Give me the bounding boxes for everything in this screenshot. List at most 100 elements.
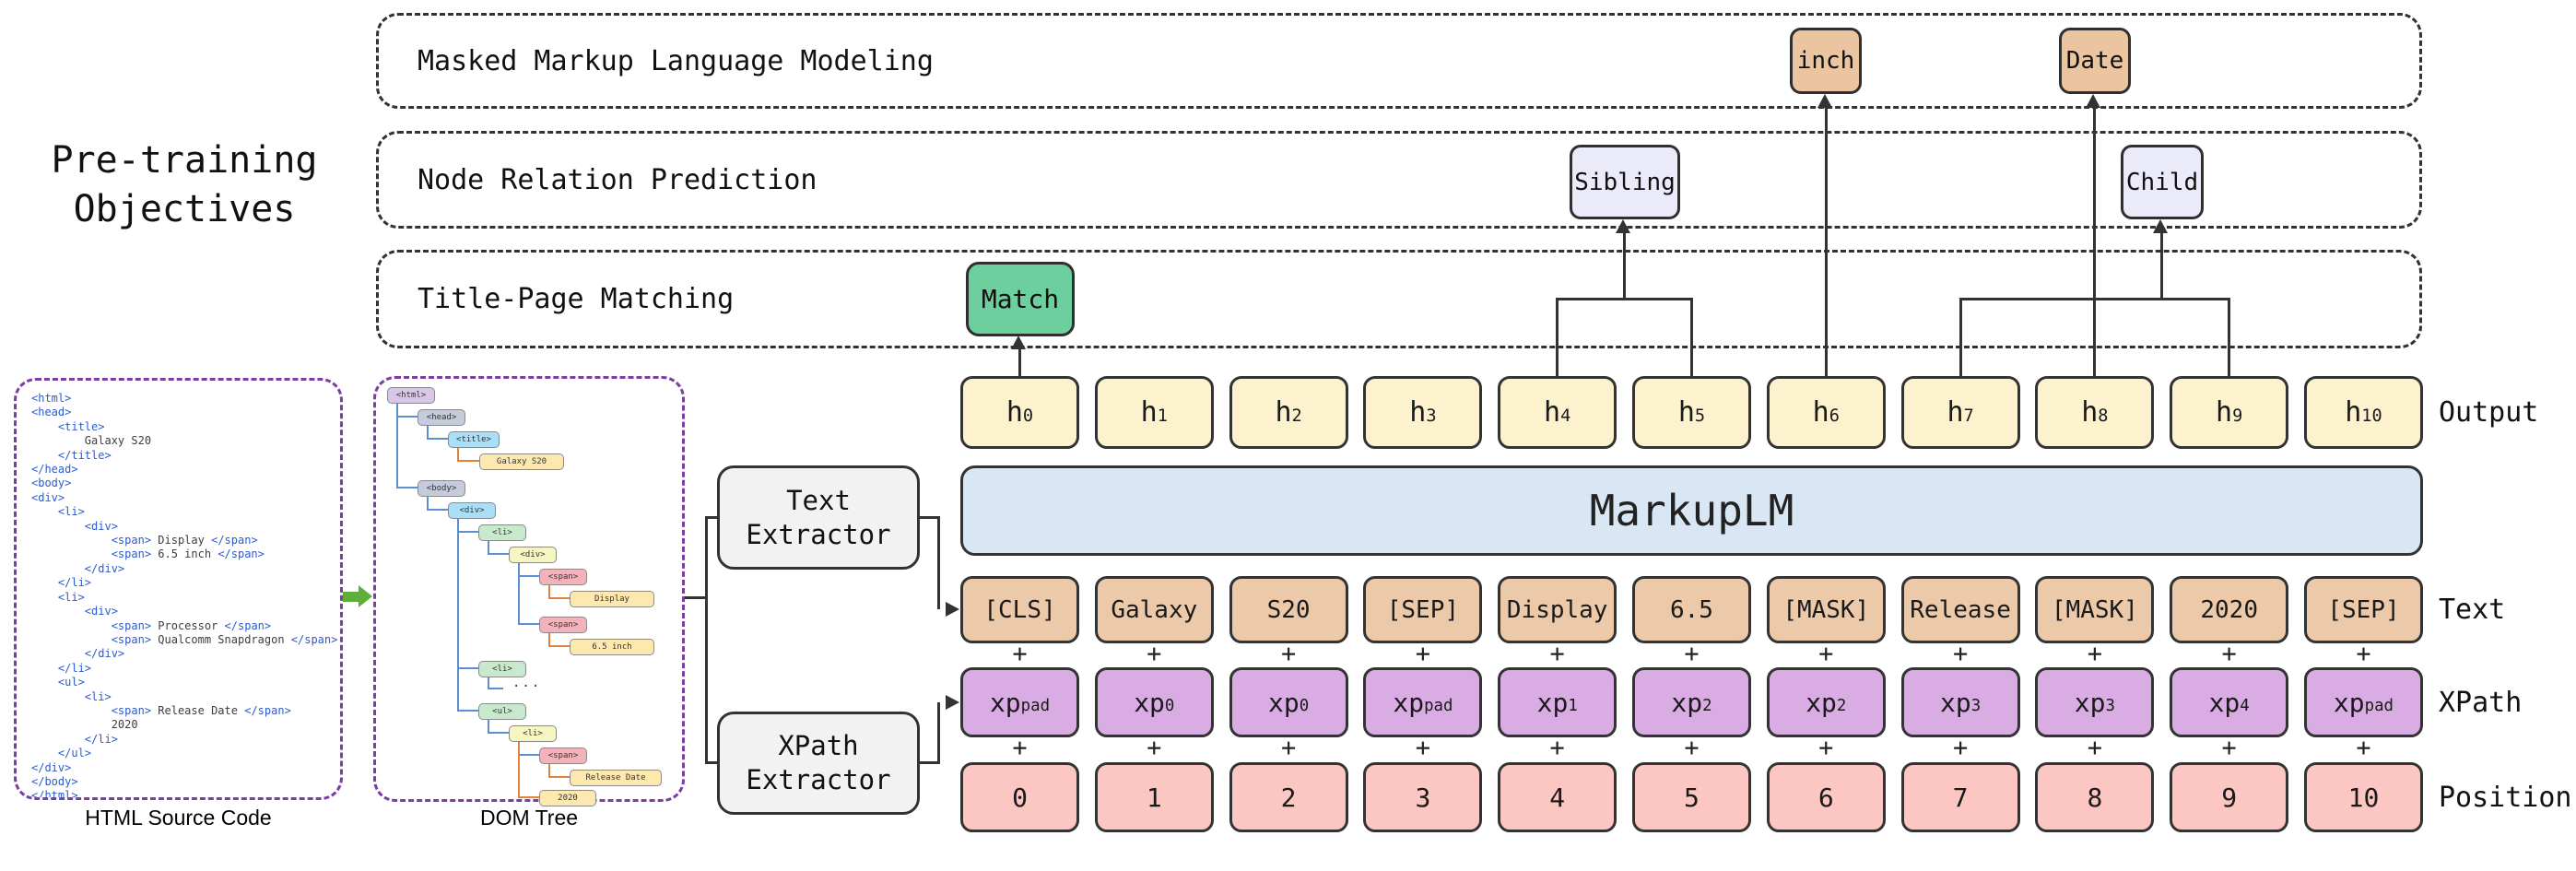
code-line-18: </div> (84, 647, 125, 661)
tree-connector-1 (427, 426, 448, 440)
dom-tree-box: <html> <head> <title> Galaxy S20 <body> <div>… (373, 376, 685, 806)
tree-connector-3 (396, 404, 418, 488)
objective-box-masked-markup-language-modeling: Masked Markup Language Modeling (376, 13, 2422, 109)
xpath-cell-0: xp pad (960, 667, 1079, 737)
connector-text-extractor-down (937, 516, 940, 609)
markuplm-model-bar: MarkupLM (960, 465, 2423, 556)
code-line-19: </li> (57, 661, 92, 675)
plus-sign: + (1818, 734, 1834, 762)
text-token-cell-0: [CLS] (960, 576, 1079, 643)
plus-sign: + (1549, 734, 1565, 762)
dom-tree-caption: DOM Tree (479, 806, 579, 830)
tpm-prediction-match: Match (966, 262, 1075, 336)
text-extractor-label-line2: Extractor (746, 518, 891, 550)
code-line-13: </li> (57, 576, 92, 590)
code-line-5: </head> (31, 463, 78, 477)
dom-tree-node-Display: Display (570, 591, 654, 607)
row-label-output: Output (2439, 396, 2539, 429)
connector-splitter-xpath-extractor (705, 761, 719, 764)
text-token-cell-2: S20 (1229, 576, 1348, 643)
position-cell-1: 1 (1094, 762, 1214, 832)
code-line-12: </div> (84, 561, 125, 575)
xpath-cell-4: xp 1 (1498, 667, 1617, 737)
text-token-cell-7: Release (1900, 576, 2020, 643)
plus-sign: + (1012, 734, 1028, 762)
tree-connector-14 (488, 720, 509, 734)
arrow-line-bracket-child (2160, 232, 2163, 298)
dom-tree-node-span: <span> (539, 747, 587, 764)
plus-sign: + (1280, 734, 1297, 762)
nrp-prediction-child: Child (2121, 145, 2204, 219)
text-extractor-label-line1: Text (786, 484, 851, 516)
markuplm-model-label: MarkupLM (1589, 486, 1794, 536)
tree-connector-17 (518, 742, 539, 798)
code-line-24: </li> (84, 732, 118, 746)
dom-tree-node-li: <li> (478, 524, 526, 541)
arrowhead-text-row (946, 602, 959, 617)
text-token-cell-6: [MASK] (1766, 576, 1886, 643)
dom-tree-node-6.5inch: 6.5 inch (570, 639, 654, 655)
arrowhead-h0-match (1011, 335, 1026, 349)
plus-sign: + (1952, 734, 1969, 762)
child-bracket-right-line (2228, 298, 2230, 376)
plus-sign: + (1684, 734, 1700, 762)
plus-sign: + (2221, 734, 2237, 762)
html-source-code-caption: HTML Source Code (85, 806, 272, 830)
code-line-6: <body> (31, 477, 72, 490)
dom-tree-node-html: <html> (387, 387, 435, 404)
child-bracket-bar (1959, 298, 2230, 300)
dom-tree-node-ul: <ul> (478, 703, 526, 720)
mmlm-prediction-inch: inch (1790, 28, 1862, 94)
text-token-cell-9: 2020 (2170, 576, 2289, 643)
dom-tree-node-2020: 2020 (539, 790, 596, 806)
text-token-cell-5: 6.5 (1631, 576, 1751, 643)
code-line-16: <span> Processor </span> (111, 618, 272, 632)
code-line-7: <div> (31, 490, 65, 504)
mmlm-prediction-date-label: Date (2065, 47, 2124, 75)
code-line-28: </html> (31, 789, 78, 800)
position-row: 0 1 2 3 4 5 6 7 8 9 10 (960, 762, 2423, 832)
code-line-25: </ul> (57, 747, 92, 760)
html-source-code-box: <html> <head> <title> Galaxy S20 </title>… (14, 378, 343, 800)
connector-splitter-vertical (705, 516, 708, 764)
position-cell-0: 0 (960, 762, 1079, 832)
connector-text-extractor-out (920, 516, 940, 519)
xpath-cell-1: xp 0 (1094, 667, 1214, 737)
plus-sign: + (2087, 734, 2102, 762)
arrow-line-bracket-sibling (1623, 232, 1626, 298)
text-token-cell-8: [MASK] (2035, 576, 2155, 643)
code-line-23: 2020 (31, 718, 138, 732)
tree-connector-8 (548, 585, 570, 599)
plus-sign: + (1147, 640, 1162, 668)
arrowhead-h6-inch (1817, 94, 1832, 108)
position-cell-4: 4 (1498, 762, 1617, 832)
dom-tree-node-div: <div> (448, 502, 496, 519)
tree-connector-16 (548, 764, 570, 778)
dom-tree-node-span: <span> (539, 617, 587, 633)
code-line-1: <head> (31, 406, 72, 419)
code-line-8: <li> (57, 505, 85, 519)
arrowhead-child (2153, 219, 2168, 233)
row-label-position: Position (2439, 781, 2572, 814)
child-bracket-left-line (1959, 298, 1962, 376)
xpath-extractor-label-line2: Extractor (746, 764, 891, 795)
plus-sign: + (1415, 734, 1431, 762)
xpath-cell-5: xp 2 (1631, 667, 1751, 737)
xpath-extractor-label-line1: XPath (778, 730, 859, 761)
plus-sign: + (2087, 640, 2102, 668)
arrow-line-h6-inch (1825, 107, 1828, 376)
plus-sign: + (1684, 640, 1700, 668)
plus-sign: + (2356, 734, 2371, 762)
code-line-3: Galaxy S20 (31, 434, 152, 448)
connector-domtree-splitter (685, 596, 707, 599)
plus-sign: + (1952, 640, 1969, 668)
sibling-bracket-bar (1556, 298, 1693, 300)
xpath-extractor-box: XPath Extractor (717, 712, 920, 815)
sibling-bracket-left-line (1556, 298, 1559, 376)
pretraining-objectives-title-line1: Pre-training (51, 139, 318, 182)
